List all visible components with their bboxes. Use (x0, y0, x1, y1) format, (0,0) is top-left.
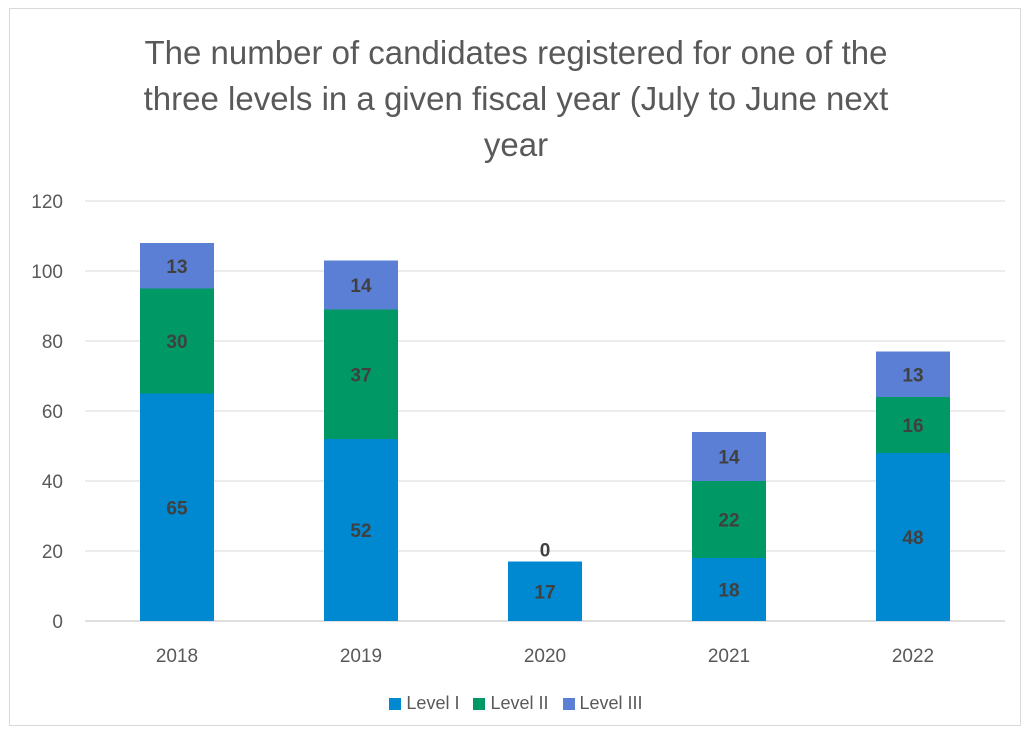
x-tick-label: 2019 (340, 646, 382, 667)
bar-2022-level-2 (876, 397, 950, 453)
data-label-2020-level-2: 0 (540, 541, 551, 562)
legend: Level I Level II Level III (0, 693, 1032, 714)
y-tick-label: 120 (31, 192, 63, 213)
data-label-2022-level-3: 13 (902, 365, 923, 386)
x-tick-label: 2020 (524, 646, 566, 667)
y-tick-label: 40 (42, 472, 63, 493)
bar-2020-level-1 (508, 561, 582, 621)
bar-2019-level-2 (324, 309, 398, 439)
legend-item-level-1: Level I (389, 693, 459, 714)
legend-label-level-1: Level I (406, 693, 460, 713)
data-label-2019-level-3: 14 (350, 276, 372, 297)
y-tick-label: 0 (52, 612, 63, 633)
x-tick-label: 2021 (708, 646, 750, 667)
legend-swatch-level-1 (389, 697, 402, 710)
bar-2022-level-3 (876, 351, 950, 397)
bar-2018-level-1 (140, 393, 214, 621)
chart-title-line-1: The number of candidates registered for … (144, 34, 888, 71)
legend-swatch-level-2 (473, 697, 486, 710)
x-tick-label: 2022 (892, 646, 934, 667)
legend-item-level-2: Level II (473, 693, 549, 714)
data-label-2018-level-3: 13 (166, 257, 187, 278)
legend-label-level-3: Level III (579, 693, 643, 713)
data-label-2020-level-1: 17 (534, 582, 555, 603)
legend-swatch-level-3 (562, 697, 575, 710)
data-label-2021-level-1: 18 (718, 581, 739, 602)
data-label-2019-level-2: 37 (350, 365, 371, 386)
bar-2019-level-3 (324, 260, 398, 310)
data-label-2021-level-3: 14 (718, 448, 740, 469)
y-tick-label: 80 (42, 332, 63, 353)
chart-title-line-3: year (483, 126, 549, 163)
data-label-2018-level-1: 65 (166, 498, 188, 519)
bar-2021-level-3 (692, 432, 766, 481)
legend-item-level-3: Level III (562, 693, 643, 714)
bar-2021-level-2 (692, 481, 766, 558)
y-tick-label: 20 (42, 542, 63, 563)
bar-2018-level-3 (140, 243, 214, 289)
data-label-2018-level-2: 30 (166, 332, 187, 353)
bar-2019-level-1 (324, 439, 398, 621)
data-label-2019-level-1: 52 (350, 521, 371, 542)
x-tick-label: 2018 (156, 646, 198, 667)
data-label-2022-level-1: 48 (902, 528, 923, 549)
bar-2022-level-1 (876, 453, 950, 621)
chart-title: The number of candidates registered for … (0, 30, 1032, 168)
bar-2021-level-1 (692, 558, 766, 621)
bar-2018-level-2 (140, 288, 214, 394)
chart-title-line-2: three levels in a given fiscal year (Jul… (143, 80, 889, 117)
legend-label-level-2: Level II (490, 693, 549, 713)
data-label-2022-level-2: 16 (902, 416, 923, 437)
data-label-2021-level-2: 22 (718, 511, 739, 532)
y-tick-label: 60 (42, 402, 63, 423)
y-tick-label: 100 (31, 262, 63, 283)
